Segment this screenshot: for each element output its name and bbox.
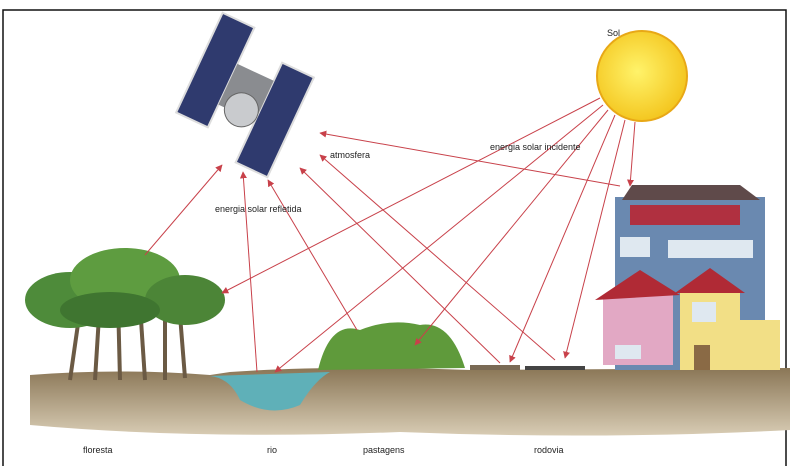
river-label: rio <box>267 445 277 455</box>
diagram: Sol energia solar incidente atmosfera en… <box>0 0 795 466</box>
forest-label: floresta <box>83 445 113 455</box>
road <box>470 365 520 370</box>
road-label: rodovia <box>534 445 564 455</box>
sun-label: Sol <box>607 28 620 38</box>
reflected-label: energia solar refletida <box>215 204 302 214</box>
atmosphere-label: atmosfera <box>330 150 370 160</box>
buildings <box>595 185 780 370</box>
sun <box>597 31 687 121</box>
pasture-label: pastagens <box>363 445 405 455</box>
road <box>525 366 585 370</box>
incident-label: energia solar incidente <box>490 142 581 152</box>
